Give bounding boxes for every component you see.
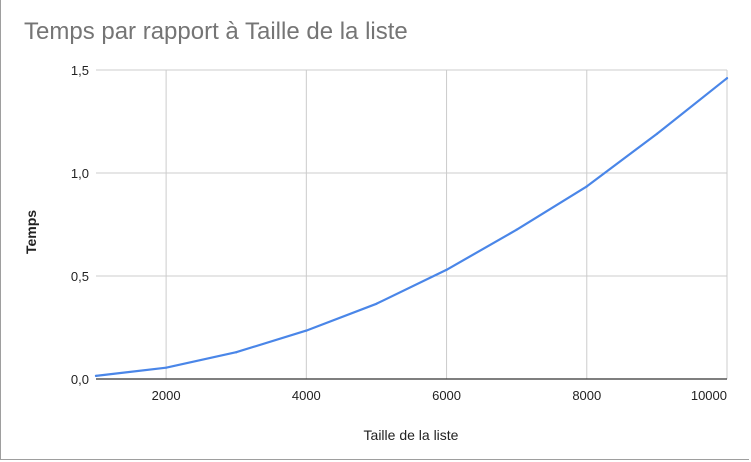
data-point [305, 329, 308, 332]
data-point [515, 228, 518, 231]
data-point [94, 374, 98, 378]
data-point [165, 366, 168, 369]
data-point [655, 132, 658, 135]
chart-title: Temps par rapport à Taille de la liste [24, 18, 408, 45]
data-point [445, 268, 448, 271]
grid-lines [96, 69, 728, 379]
series-line [94, 77, 729, 377]
y-axis-title: Temps [23, 210, 39, 254]
y-tick-label: 1,0 [71, 166, 89, 181]
x-tick-label: 6000 [432, 388, 461, 403]
y-tick-label: 0,0 [71, 372, 89, 387]
y-tick-label: 1,5 [71, 63, 89, 78]
x-tick-label: 2000 [152, 388, 181, 403]
x-axis-title: Taille de la liste [364, 427, 459, 443]
data-point [725, 77, 729, 80]
y-tick-label: 0,5 [71, 269, 89, 284]
x-tick-label: 8000 [572, 388, 601, 403]
x-tick-label: 4000 [292, 388, 321, 403]
data-point [585, 185, 588, 188]
data-point [375, 302, 378, 305]
tick-labels: 0,0 0,5 1,0 1,5 2000 4000 6000 8000 10000 [71, 63, 727, 403]
data-point [235, 351, 238, 354]
series-layer [94, 77, 729, 378]
x-tick-label: 10000 [691, 388, 727, 403]
